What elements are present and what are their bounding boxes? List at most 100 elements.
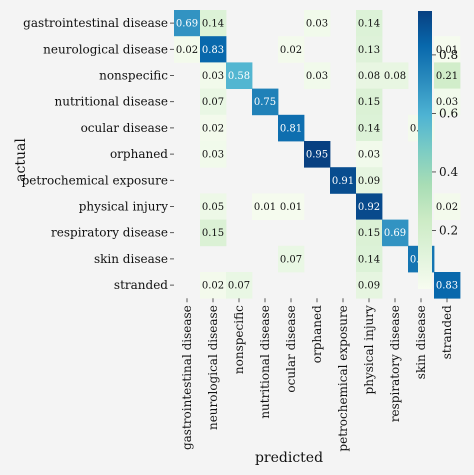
cell-value-label: 0.07 xyxy=(202,97,224,108)
cell-value-label: 0.21 xyxy=(436,71,458,82)
cell-value-label: 0.02 xyxy=(436,202,458,213)
row-tick-label: ocular disease xyxy=(81,121,168,135)
cell-value-label: 0.14 xyxy=(358,123,380,134)
cell-value-label: 0.81 xyxy=(280,123,302,134)
heatmap-cell xyxy=(200,193,227,220)
column-tick-label: petrochemical exposure xyxy=(336,305,350,451)
column-tick-label: nonspecific xyxy=(232,305,246,374)
row-tick-label: skin disease xyxy=(94,252,168,266)
colorbar-gradient xyxy=(418,11,432,289)
row-tick-label: gastrointestinal disease xyxy=(23,16,168,30)
heatmap-cell xyxy=(252,88,279,116)
column-tick-label: gastrointestinal disease xyxy=(180,305,194,450)
colorbar-tick-label: 0.4 xyxy=(439,165,458,179)
row-tick-label: petrochemical exposure xyxy=(22,173,168,187)
heatmap-cell xyxy=(434,88,461,116)
cell-value-label: 0.95 xyxy=(306,150,328,161)
heatmap-cell xyxy=(356,10,383,37)
column-tick-label: respiratory disease xyxy=(388,305,402,422)
heatmap-cell xyxy=(356,219,383,247)
colorbar-tick-label: 0.6 xyxy=(439,106,458,120)
heatmap-cell xyxy=(434,272,461,299)
heatmap-cell xyxy=(356,62,383,89)
heatmap-cell xyxy=(278,114,305,142)
colorbar-tick-label: 0.2 xyxy=(439,223,458,237)
column-tick-label: stranded xyxy=(440,305,454,359)
cell-value-label: 0.69 xyxy=(176,19,198,30)
heatmap-cell xyxy=(200,272,227,299)
cell-value-label: 0.83 xyxy=(436,281,458,292)
heatmap-cell xyxy=(356,272,383,299)
cell-value-label: 0.91 xyxy=(332,176,354,187)
column-labels: gastrointestinal disease neurological dis… xyxy=(180,298,454,452)
heatmap-cell xyxy=(356,88,383,116)
cell-value-label: 0.07 xyxy=(280,254,302,265)
heatmap-cell xyxy=(356,245,383,273)
cell-value-label: 0.75 xyxy=(254,97,276,108)
heatmap-cell xyxy=(252,193,279,220)
heatmap-cell xyxy=(226,62,253,89)
cell-value-label: 0.08 xyxy=(358,71,380,82)
heatmap-cell xyxy=(356,193,383,220)
heatmap-cell xyxy=(356,36,383,63)
cell-value-label: 0.03 xyxy=(202,71,224,82)
cell-value-label: 0.69 xyxy=(384,228,406,239)
cell-value-label: 0.13 xyxy=(358,45,380,56)
row-tick-label: nonspecific xyxy=(99,69,168,83)
cell-value-label: 0.14 xyxy=(358,254,380,265)
heatmap-cells: 0.69 0.14 0.03 0.14 0.02 0.83 0.02 0.13 0.01 0.03… xyxy=(174,10,461,299)
cell-value-label: 0.07 xyxy=(228,281,250,292)
heatmap-cell xyxy=(434,36,461,63)
cell-value-label: 0.14 xyxy=(202,19,224,30)
heatmap-cell xyxy=(278,193,305,220)
row-tick-label: neurological disease xyxy=(43,42,168,56)
x-axis-label: predicted xyxy=(255,450,323,466)
heatmap-cell xyxy=(330,167,357,194)
colorbar: 0.2 0.4 0.6 0.8 xyxy=(418,11,458,289)
heatmap-cell xyxy=(200,114,227,142)
cell-value-label: 0.08 xyxy=(384,71,406,82)
heatmap-cell xyxy=(304,10,331,37)
cell-value-label: 0.03 xyxy=(306,19,328,30)
heatmap-cell xyxy=(434,62,461,89)
heatmap-cell xyxy=(200,62,227,89)
heatmap-cell xyxy=(226,272,253,299)
cell-value-label: 0.03 xyxy=(436,97,458,108)
cell-value-label: 0.83 xyxy=(202,45,224,56)
cell-value-label: 0.05 xyxy=(202,202,224,213)
cell-value-label: 0.09 xyxy=(358,281,380,292)
cell-value-label: 0.09 xyxy=(358,176,380,187)
cell-value-label: 0.02 xyxy=(176,45,198,56)
cell-value-label: 0.03 xyxy=(306,71,328,82)
cell-value-label: 0.15 xyxy=(358,228,380,239)
heatmap-cell xyxy=(304,62,331,89)
cell-value-label: 0.02 xyxy=(202,123,224,134)
row-tick-label: respiratory disease xyxy=(51,226,168,240)
heatmap-cell xyxy=(278,36,305,63)
heatmap-cell xyxy=(356,167,383,194)
cell-value-label: 0.02 xyxy=(202,281,224,292)
heatmap-cell xyxy=(382,62,409,89)
heatmap-cell xyxy=(200,36,227,63)
row-tick-label: nutritional disease xyxy=(55,95,168,109)
y-axis-label: actual xyxy=(13,138,29,182)
heatmap-cell xyxy=(200,141,227,168)
heatmap-cell xyxy=(174,36,201,63)
heatmap-cell xyxy=(356,114,383,142)
heatmap-cell xyxy=(356,141,383,168)
heatmap-cell xyxy=(200,88,227,116)
cell-value-label: 0.01 xyxy=(254,202,276,213)
cell-value-label: 0.15 xyxy=(202,228,224,239)
column-tick-label: physical injury xyxy=(362,305,376,394)
column-tick-label: orphaned xyxy=(310,305,324,363)
cell-value-label: 0.14 xyxy=(358,19,380,30)
column-tick-label: skin disease xyxy=(414,305,428,379)
heatmap-cell xyxy=(200,219,227,247)
cell-value-label: 0.15 xyxy=(358,97,380,108)
row-labels: gastrointestinal disease neurological dis… xyxy=(22,16,174,292)
cell-value-label: 0.01 xyxy=(280,202,302,213)
cell-value-label: 0.03 xyxy=(358,150,380,161)
column-tick-label: nutritional disease xyxy=(258,305,272,418)
heatmap-cell xyxy=(278,245,305,273)
